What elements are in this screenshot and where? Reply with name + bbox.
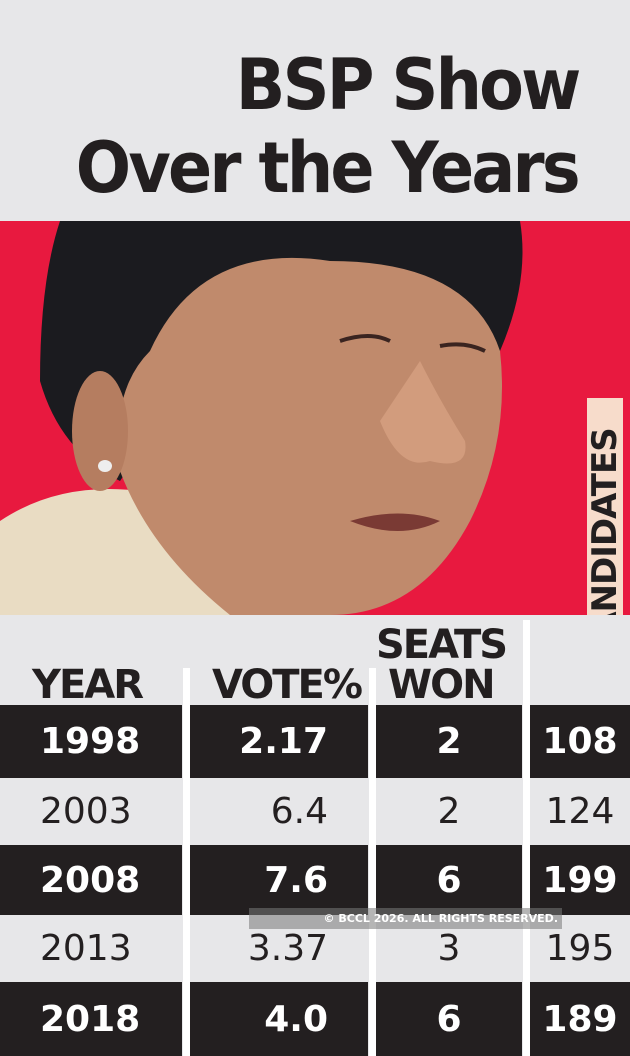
column-divider — [369, 668, 376, 1056]
cell-seats: 3 — [437, 928, 461, 969]
cell-year: 1998 — [0, 705, 182, 778]
cell-vote: 4.0 — [190, 982, 368, 1056]
table-row: 2008 7.6 6 199 — [0, 845, 630, 915]
cell-seats: 2 — [437, 791, 461, 832]
cell-candidates: 195 — [545, 928, 615, 969]
header-vote: VOTE% — [212, 662, 363, 708]
cell-seats: 6 — [376, 845, 522, 915]
header-seats-line2: WON — [388, 662, 496, 708]
column-divider — [183, 668, 190, 1056]
cell-candidates: 199 — [530, 845, 630, 915]
cell-candidates: 189 — [530, 982, 630, 1056]
cell-year: 2013 — [40, 928, 132, 969]
title-area: BSP Show Over the Years — [0, 0, 630, 221]
cell-vote: 2.17 — [190, 705, 368, 778]
cell-vote: 6.4 — [270, 791, 328, 832]
cell-candidates: 108 — [530, 705, 630, 778]
header-year: YEAR — [32, 662, 144, 708]
cell-vote: 7.6 — [190, 845, 368, 915]
cell-year: 2003 — [40, 791, 132, 832]
table-row: 2018 4.0 6 189 — [0, 982, 630, 1056]
column-divider — [523, 620, 530, 1056]
copyright-watermark: © BCCL 2026. ALL RIGHTS RESERVED. — [249, 908, 562, 929]
cell-candidates: 124 — [545, 791, 615, 832]
cell-vote: 3.37 — [247, 928, 328, 969]
cell-year: 2018 — [0, 982, 182, 1056]
title-line-1: BSP Show — [235, 44, 580, 126]
title-line-2: Over the Years — [75, 127, 581, 209]
table-row: 2013 3.37 3 195 — [0, 915, 630, 982]
cell-seats: 2 — [376, 705, 522, 778]
table-row: 2003 6.4 2 124 — [0, 778, 630, 845]
cell-year: 2008 — [0, 845, 182, 915]
table-row: 1998 2.17 2 108 — [0, 705, 630, 778]
header-seats-line1: SEATS — [376, 622, 508, 668]
cell-seats: 6 — [376, 982, 522, 1056]
portrait-photo — [0, 221, 630, 615]
